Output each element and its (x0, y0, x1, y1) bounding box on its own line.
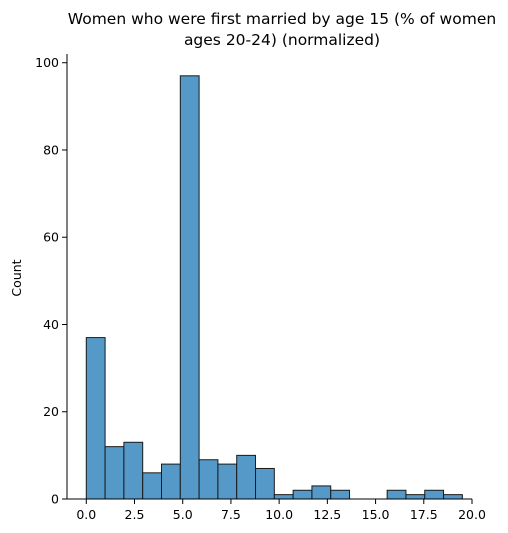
histogram-bar (217, 463, 238, 500)
histogram-bar (179, 75, 200, 500)
histogram-bar (198, 459, 219, 500)
x-tick-label: 10.0 (265, 507, 293, 522)
chart-title-line-1: Women who were first married by age 15 (… (68, 10, 496, 28)
histogram-bar (161, 463, 181, 500)
x-tick-label: 7.5 (221, 507, 241, 522)
histogram-bar (142, 472, 162, 500)
x-tick-label: 15.0 (362, 507, 390, 522)
histogram-bar (292, 489, 313, 500)
y-tick-label: 60 (43, 230, 59, 245)
histogram-bar (386, 489, 407, 500)
x-tick-label: 12.5 (313, 507, 341, 522)
histogram-bar (311, 485, 332, 500)
histogram-bar (255, 467, 275, 500)
x-tick-label: 20.0 (458, 507, 486, 522)
y-axis-label: Count (9, 259, 24, 296)
histogram-bar (123, 441, 144, 500)
histogram-bar (273, 494, 294, 500)
x-tick-label: 2.5 (125, 507, 145, 522)
bars-group (85, 75, 463, 500)
histogram-bar (424, 489, 445, 500)
histogram-bar (236, 454, 257, 500)
histogram-bar (104, 446, 125, 500)
x-ticks-group: 0.0 2.5 5.0 7.5 10.0 12.5 15.0 17.5 20.0 (76, 499, 486, 522)
x-tick-label: 17.5 (410, 507, 438, 522)
x-tick-label: 0.0 (76, 507, 96, 522)
chart-title-line-2: ages 20-24) (normalized) (184, 31, 380, 49)
y-tick-label: 20 (43, 404, 59, 419)
y-tick-label: 40 (43, 317, 59, 332)
histogram-bar (405, 494, 426, 500)
histogram-bar (443, 494, 463, 500)
y-tick-label: 80 (43, 142, 59, 157)
histogram-bar (85, 337, 106, 500)
x-tick-label: 5.0 (173, 507, 193, 522)
y-ticks-group: 0 20 40 60 80 100 (35, 55, 67, 507)
y-tick-label: 0 (51, 492, 59, 507)
histogram-bar (330, 489, 351, 500)
y-tick-label: 100 (35, 55, 59, 70)
